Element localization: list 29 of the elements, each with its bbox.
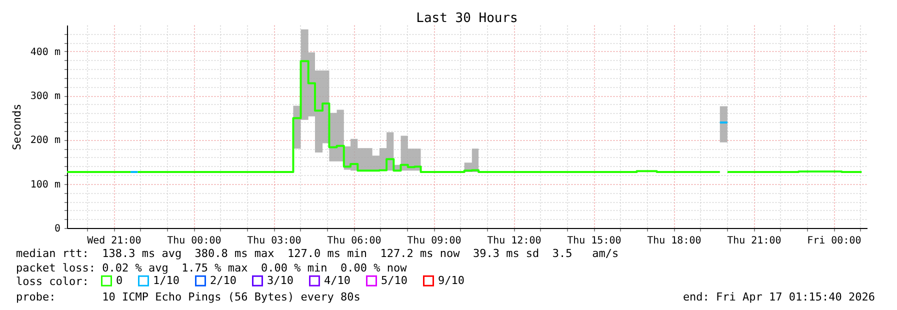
legend-label: 0 bbox=[116, 274, 123, 287]
legend-label: 3/10 bbox=[267, 274, 294, 287]
legend-label: 2/10 bbox=[210, 274, 236, 287]
legend-label: 4/10 bbox=[324, 274, 350, 287]
y-tick-label: 400 m bbox=[30, 46, 60, 58]
y-tick-label: 200 m bbox=[30, 135, 60, 146]
legend-label: 5/10 bbox=[381, 274, 408, 287]
text: end: Fri Apr 17 01:15:40 2026 bbox=[682, 290, 875, 304]
chart-title: Last 30 Hours bbox=[416, 11, 518, 26]
text: probe: 10 ICMP Echo Pings (56 Bytes) every 80s bbox=[16, 290, 360, 304]
x-tick-label: Thu 09:00 bbox=[407, 236, 462, 246]
x-tick-label: Fri 00:00 bbox=[807, 236, 862, 246]
x-tick-label: Thu 06:00 bbox=[327, 236, 382, 246]
x-tick-label: Thu 21:00 bbox=[727, 236, 782, 246]
x-tick-label: Thu 18:00 bbox=[647, 236, 702, 246]
y-tick-label: 300 m bbox=[30, 91, 60, 102]
x-tick-label: Thu 03:00 bbox=[247, 236, 302, 246]
legend-title: loss color: bbox=[16, 275, 89, 288]
legend-label: 9/10 bbox=[438, 274, 464, 287]
y-axis-title: Seconds bbox=[10, 104, 24, 150]
x-tick-label: Thu 15:00 bbox=[567, 236, 622, 246]
text: packet loss: 0.02 % avg 1.75 % max 0.00 % min 0.00 % now bbox=[16, 262, 408, 274]
x-tick-label: Thu 12:00 bbox=[487, 236, 542, 246]
y-tick-label: 100 m bbox=[30, 179, 60, 190]
x-tick-label: Wed 21:00 bbox=[87, 236, 142, 246]
x-tick-label: Thu 00:00 bbox=[167, 236, 222, 246]
legend-label: 1/10 bbox=[153, 274, 180, 287]
y-tick-label: 0 bbox=[54, 224, 60, 234]
text: median rtt: 138.3 ms avg 380.8 ms max 127.0 ms min 127.2 ms now 39.3 ms sd 3.5 am/s bbox=[16, 247, 619, 260]
